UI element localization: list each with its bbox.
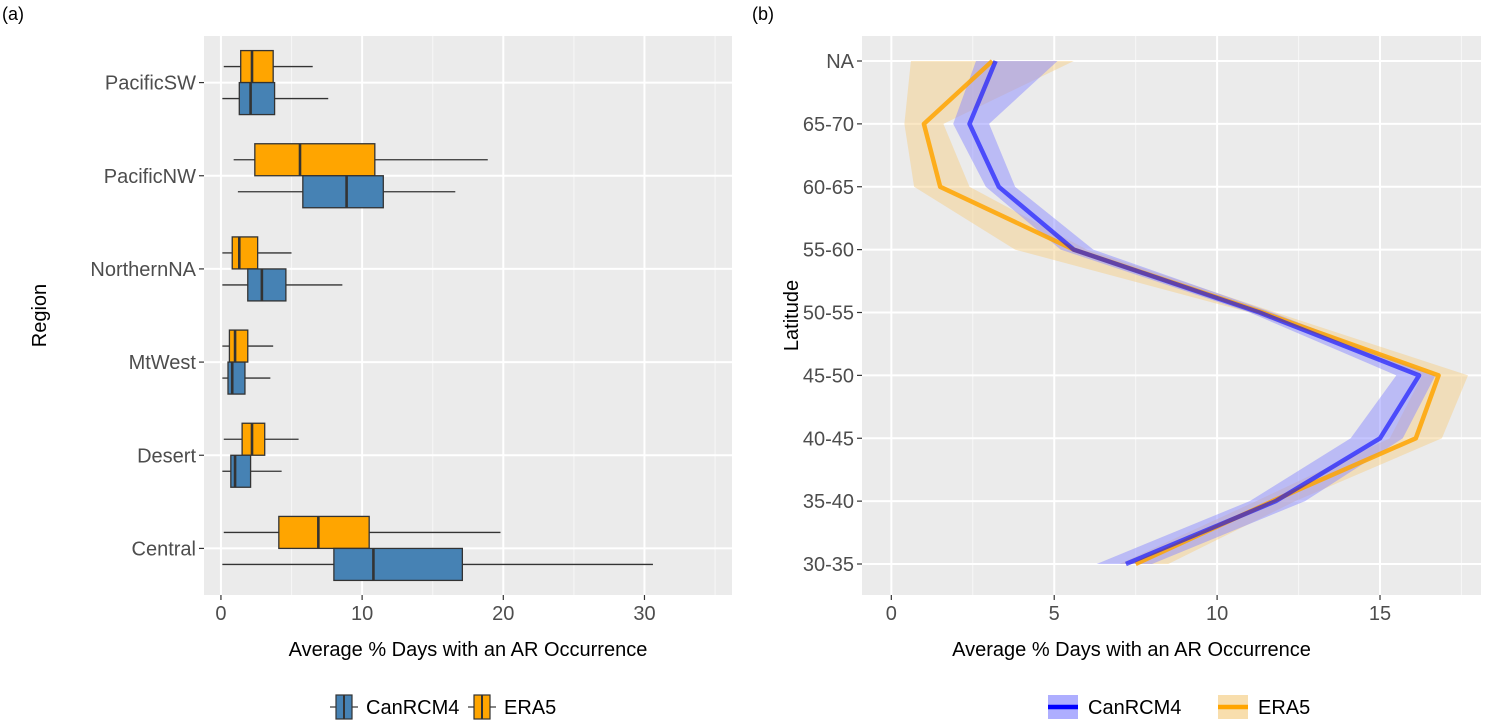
y-tick-label-45-50: 45-50 <box>803 365 854 387</box>
y-tick-label-mtwest: MtWest <box>129 352 197 374</box>
y-tick-label-northernna: NorthernNA <box>90 259 196 281</box>
x-tick-label: 15 <box>1369 603 1391 625</box>
box-canrcm4-mtwest <box>222 361 271 395</box>
panel-b-label: (b) <box>752 4 774 24</box>
panel-a-plot-background <box>204 36 732 595</box>
panel-b-x-ticks: 0 5 10 15 <box>886 595 1391 625</box>
y-tick-label-pacificnw: PacificNW <box>104 166 196 188</box>
box-era5-mtwest <box>222 329 274 363</box>
box-iqr <box>333 547 464 582</box>
line-canrcm4 <box>967 60 1422 567</box>
box-canrcm4-central <box>222 547 653 582</box>
y-tick-label-65-70: 65-70 <box>803 114 854 136</box>
x-tick-label: 0 <box>215 603 226 625</box>
y-tick-label-desert: Desert <box>137 445 196 467</box>
y-tick-label-30-35: 30-35 <box>803 554 854 576</box>
box-iqr <box>247 268 287 302</box>
box-iqr <box>241 422 266 456</box>
panel-b-x-axis-label: Average % Days with an AR Occurrence <box>952 639 1311 661</box>
legend-item-era5: ERA5 <box>468 694 556 720</box>
legend-label-era5: ERA5 <box>1258 697 1310 719</box>
y-tick-label-60-65: 60-65 <box>803 177 854 199</box>
ribbon-canrcm4 <box>953 61 1436 564</box>
panel-a-boxes <box>222 49 653 582</box>
panel-a: (a) PacificSW PacificNW NorthernNA MtWest De… <box>2 4 732 720</box>
box-canrcm4-northernna <box>222 268 343 302</box>
box-era5-desert <box>223 422 299 456</box>
box-canrcm4-pacificsw <box>222 81 329 116</box>
box-iqr <box>240 49 274 84</box>
box-iqr <box>227 361 246 395</box>
legend-label-canrcm4: CanRCM4 <box>1088 697 1181 719</box>
legend-label-canrcm4: CanRCM4 <box>366 697 459 719</box>
box-iqr <box>238 81 276 116</box>
y-tick-label-40-45: 40-45 <box>803 428 854 450</box>
panel-a-y-axis-label: Region <box>29 284 51 347</box>
y-tick-label-na: NA <box>826 51 854 73</box>
panel-a-grid <box>204 36 732 595</box>
panel-a-x-ticks: 0 10 20 30 <box>215 595 656 625</box>
x-tick-label: 0 <box>886 603 897 625</box>
box-iqr <box>231 236 259 270</box>
x-tick-label: 10 <box>351 603 373 625</box>
legend-item-canrcm4: CanRCM4 <box>330 694 459 720</box>
panel-a-label: (a) <box>2 4 24 24</box>
legend-label-era5: ERA5 <box>504 697 556 719</box>
y-tick-label-35-40: 35-40 <box>803 491 854 513</box>
legend-item-canrcm4: CanRCM4 <box>1048 695 1181 719</box>
legend-item-era5: ERA5 <box>1218 695 1310 719</box>
panel-b-legend: CanRCM4 ERA5 <box>1048 695 1310 719</box>
box-iqr <box>302 175 384 209</box>
x-tick-label: 30 <box>633 603 655 625</box>
panel-b-lines <box>904 59 1468 567</box>
y-tick-label-55-60: 55-60 <box>803 240 854 262</box>
box-iqr <box>278 515 370 550</box>
box-era5-pacificnw <box>233 143 488 177</box>
y-tick-label-pacificsw: PacificSW <box>105 73 196 95</box>
panel-b-y-ticks: 30-35 35-40 40-45 45-50 50-55 55-60 60-65 65-70… <box>803 51 862 576</box>
box-era5-northernna <box>222 236 292 270</box>
panel-b: (b) 30-35 35-40 40-45 45-50 50-55 55-60 60-65 6… <box>752 4 1481 719</box>
y-tick-label-50-55: 50-55 <box>803 303 854 325</box>
box-canrcm4-pacificnw <box>237 175 456 209</box>
panel-a-x-axis-label: Average % Days with an AR Occurrence <box>289 639 648 661</box>
y-tick-label-central: Central <box>132 538 196 560</box>
panel-a-y-ticks: PacificSW PacificNW NorthernNA MtWest Desert… <box>90 73 204 560</box>
box-canrcm4-desert <box>222 454 282 488</box>
x-tick-label: 20 <box>492 603 514 625</box>
panel-a-legend: CanRCM4 ERA5 <box>330 694 556 720</box>
box-era5-central <box>223 515 501 550</box>
x-tick-label: 5 <box>1049 603 1060 625</box>
x-tick-label: 10 <box>1206 603 1228 625</box>
box-iqr <box>254 143 376 177</box>
box-iqr <box>228 329 249 363</box>
panel-b-y-axis-label: Latitude <box>781 280 803 351</box>
